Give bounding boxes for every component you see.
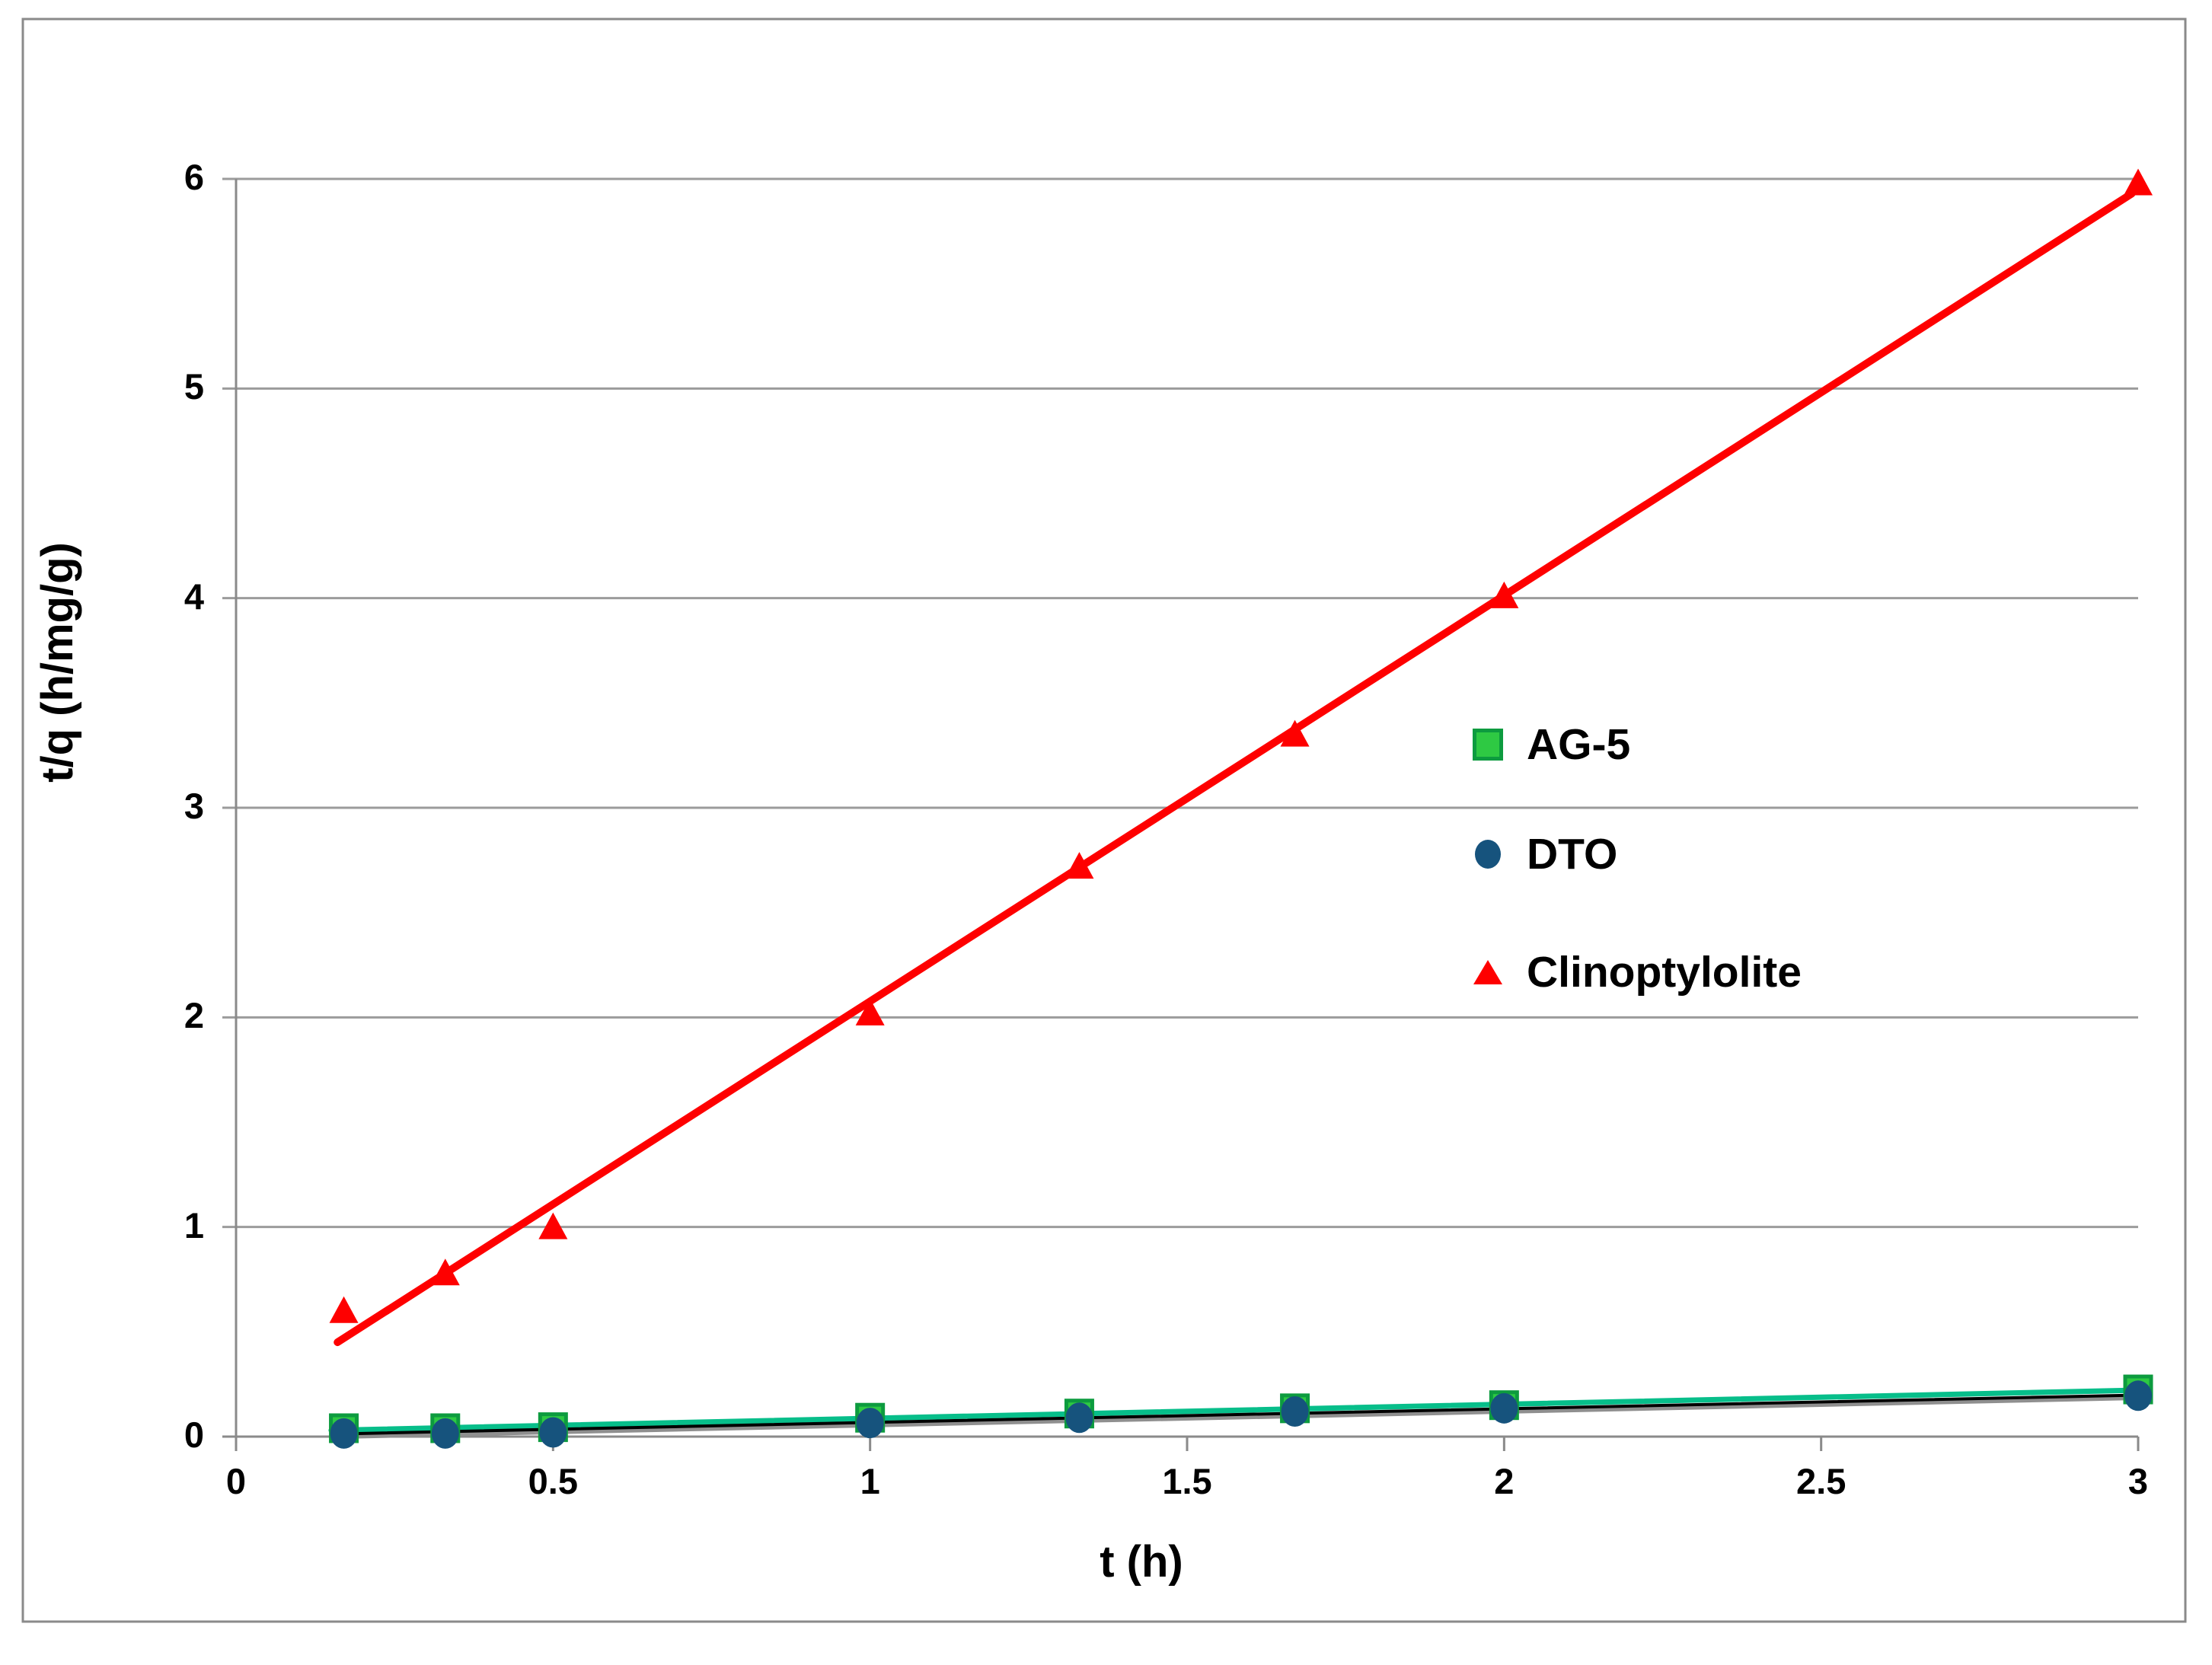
ag5-square-icon [1472,729,1504,761]
y-tick-label: 2 [184,995,204,1036]
clinoptylolite-trendline [334,190,2136,1347]
dto-trendline-halo [330,1395,2139,1440]
x-tick-label: 2.5 [1796,1461,1847,1501]
dto-circle-icon [1472,838,1504,870]
dto-marker [1281,1395,1309,1427]
y-tick-label: 1 [184,1204,204,1246]
ag5-trendline [328,1387,2128,1434]
clinoptylolite-marker [1489,581,1519,608]
x-tick-label: 2 [1494,1461,1515,1501]
y-tick-label: 3 [184,786,204,826]
legend-label-dto: DTO [1527,830,1618,879]
clinoptylolite-marker [538,1212,568,1239]
clinoptylolite-triangle-icon [1472,956,1504,988]
y-tick-label: 6 [184,157,204,198]
legend-item-clinoptylolite: Clinoptylolite [1472,942,1802,1003]
legend-label-clinoptylolite: Clinoptylolite [1527,948,1802,997]
y-tick-label: 4 [184,576,204,617]
x-tick-label: 0 [225,1461,247,1501]
x-tick-label: 3 [2127,1461,2149,1501]
y-tick-label: 5 [184,366,204,407]
x-tick-label: 1 [860,1461,880,1501]
clinoptylolite-marker [430,1258,460,1286]
dto-marker [2124,1380,2153,1411]
x-tick-label: 1.5 [1162,1461,1212,1501]
y-tick-label: 0 [184,1415,204,1455]
clinoptylolite-marker [1065,852,1094,879]
dto-marker [1065,1402,1093,1434]
clinoptylolite-marker [2124,168,2153,196]
clinoptylolite-marker [1280,719,1310,747]
clinoptylolite-marker [329,1296,359,1323]
legend-item-ag5: AG-5 [1472,714,1630,775]
dto-marker [539,1417,567,1448]
legend-label-ag5: AG-5 [1527,720,1631,769]
figure-border [21,18,2187,1623]
legend-item-dto: DTO [1472,824,1617,885]
x-tick-label: 0.5 [528,1461,578,1501]
dto-marker [330,1418,358,1449]
dto-marker [431,1418,459,1449]
dto-trendline [329,1393,2140,1436]
dto-marker [1490,1392,1518,1424]
clinoptylolite-marker [855,998,885,1025]
x-axis-title: t (h) [1100,1537,1183,1587]
dto-marker [856,1408,884,1439]
